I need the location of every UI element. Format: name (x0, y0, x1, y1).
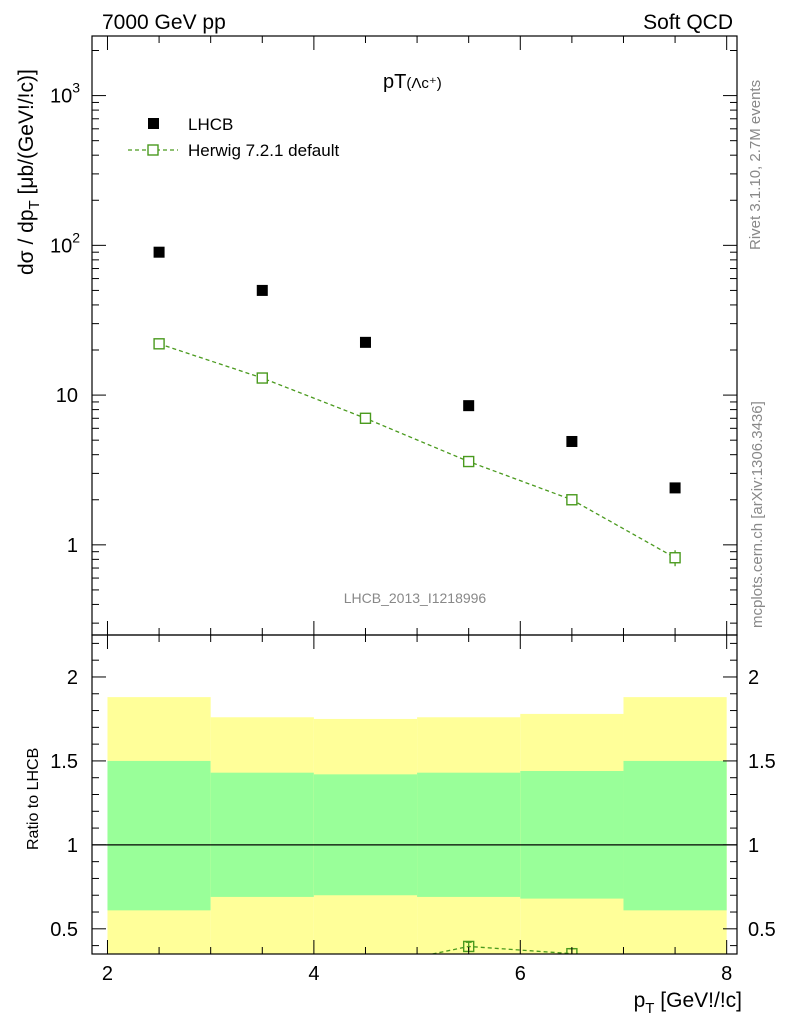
plot-title-sub: (Λc⁺) (406, 75, 441, 92)
ratio-panel: 2 4 6 8 0.5 0.5 1 1 1.5 1.5 2 2 Ratio to LHCB pT [G… (25, 634, 776, 1017)
ratio-y-tick-label-left: 2 (67, 667, 78, 689)
ratio-y-tick-label-right: 2 (748, 667, 759, 689)
header-energy-label: 7000 GeV pp (102, 11, 226, 34)
ratio-inner-band (417, 772, 521, 897)
ratio-ticks-group: 2 4 6 8 0.5 0.5 1 1 1.5 1.5 2 2 (50, 635, 776, 985)
lhcb-data-point (566, 435, 578, 447)
herwig-point (566, 494, 578, 506)
plot-title: pT(Λc⁺) (383, 71, 442, 93)
lhcb-data-point (463, 400, 475, 412)
plot-title-main: pT (383, 71, 406, 93)
ratio-y-tick-label-left: 1 (67, 835, 78, 857)
main-y-axis-label: dσ / dpT [μb/(GeV!/!c)] (15, 69, 43, 275)
main-y-tick-label: 10 (56, 385, 78, 407)
herwig-point (669, 552, 681, 564)
herwig-point (462, 455, 475, 468)
legend-herwig-label: Herwig 7.2.1 default (188, 141, 339, 160)
lhcb-data-point (153, 246, 165, 258)
lhcb-data-point (359, 336, 371, 348)
ratio-inner-band (520, 770, 624, 899)
ratio-y-tick-label-right: 1.5 (748, 751, 776, 773)
ratio-y-tick-label-right: 1 (748, 835, 759, 857)
herwig-point (359, 412, 372, 424)
ratio-x-tick-label: 2 (102, 963, 113, 985)
ratio-y-tick-label-left: 1.5 (50, 751, 78, 773)
header-category-label: Soft QCD (643, 11, 733, 34)
main-series-group (153, 246, 681, 567)
herwig-point (256, 372, 268, 384)
legend: LHCB Herwig 7.2.1 default (128, 115, 339, 160)
legend-lhcb-label: LHCB (188, 115, 233, 134)
herwig-point (153, 338, 165, 350)
ratio-inner-band (623, 760, 727, 911)
ratio-y-axis-label: Ratio to LHCB (25, 748, 42, 850)
ratio-y-tick-label-left: 0.5 (50, 919, 78, 941)
x-axis-label: pT [GeV!/!c] (634, 989, 742, 1017)
legend-lhcb-marker (148, 118, 159, 129)
ratio-x-tick-label: 4 (308, 963, 319, 985)
ratio-y-tick-label-right: 0.5 (748, 919, 776, 941)
ratio-bands-group (92, 697, 737, 954)
ratio-x-tick-label: 6 (515, 963, 526, 985)
rivet-version-label: Rivet 3.1.10, 2.7M events (747, 80, 764, 250)
main-y-tick-label: 103 (50, 80, 80, 108)
legend-herwig-marker (147, 144, 159, 156)
ratio-inner-band (107, 760, 211, 911)
ratio-x-tick-label: 8 (721, 963, 732, 985)
main-y-tick-label: 102 (50, 229, 80, 257)
ratio-inner-band (210, 772, 314, 897)
analysis-watermark: LHCB_2013_I1218996 (344, 590, 487, 606)
lhcb-data-point (256, 284, 268, 296)
ratio-inner-band (313, 774, 418, 896)
main-y-tick-label: 1 (67, 535, 78, 557)
herwig-series-line (158, 343, 676, 559)
lhcb-data-point (669, 482, 681, 494)
mcplots-reference-label: mcplots.cern.ch [arXiv:1306.3436] (749, 401, 766, 628)
